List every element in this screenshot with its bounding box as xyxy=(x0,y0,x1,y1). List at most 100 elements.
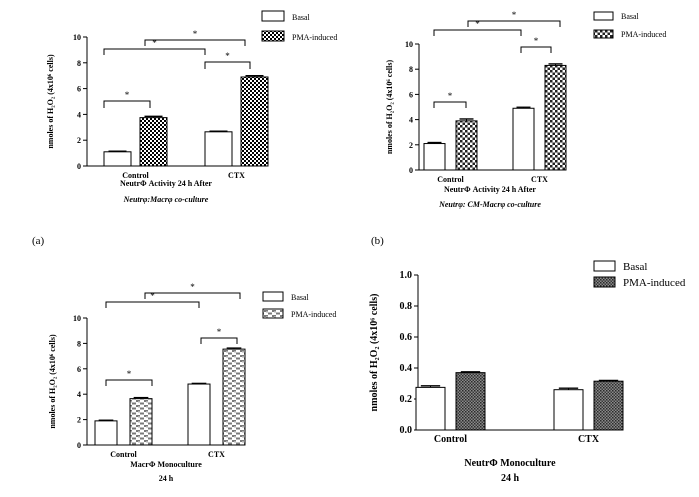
significance-star: * xyxy=(152,38,157,48)
legend-label-pma-induced: PMA-induced xyxy=(292,33,337,42)
bar-basal xyxy=(512,107,535,171)
legend-swatch-basal xyxy=(261,10,285,22)
x-tick-label: Control xyxy=(110,450,137,459)
significance-star: * xyxy=(150,291,155,301)
legend-label-pma-induced: PMA-induced xyxy=(291,310,336,319)
chart-panel-d: 0.0 0.2 0.4 0.6 0.8 1.0 nmoles of H₂O₂ (4x10⁶ … xyxy=(369,260,686,484)
chart-panel-a: 0 2 4 6 8 10 nmoles of H₂O₂ (4x10⁶ cells) Contr… xyxy=(46,10,337,204)
y-tick-label: 8 xyxy=(77,59,81,68)
bar-basal xyxy=(204,131,233,167)
y-tick-label: 6 xyxy=(77,365,81,374)
significance-bracket xyxy=(105,301,200,308)
significance-star: * xyxy=(512,10,517,20)
chart-caption: NeutrΦ Activity 24 h After xyxy=(120,179,212,188)
bar-pma-induced xyxy=(455,372,486,431)
chart-caption: 24 h xyxy=(501,473,520,484)
y-tick-label: 2 xyxy=(77,416,81,425)
y-tick-label: 4 xyxy=(409,116,413,125)
bar-basal xyxy=(415,386,446,431)
significance-bracket xyxy=(204,61,251,69)
bar-basal xyxy=(187,383,211,446)
significance-bracket xyxy=(105,379,153,386)
bar-pma-induced xyxy=(129,398,153,446)
legend-swatch-pma-induced xyxy=(261,30,285,42)
y-axis-label: nmoles of H₂O₂ (4x10⁶ cells) xyxy=(385,60,394,155)
y-tick-label: 8 xyxy=(77,339,81,348)
legend-label-pma-induced: PMA-induced xyxy=(621,30,666,39)
significance-star: * xyxy=(217,327,222,337)
significance-star: * xyxy=(448,91,453,101)
significance-bracket xyxy=(200,337,238,344)
significance-star: * xyxy=(534,36,539,46)
legend-label-basal: Basal xyxy=(621,12,640,21)
x-tick-label: CTX xyxy=(208,450,225,459)
x-tick-label: CTX xyxy=(531,175,548,184)
bar-pma-induced xyxy=(455,120,478,171)
chart-caption: NeutrΦ Activity 24 h After xyxy=(444,185,536,194)
legend-swatch-basal xyxy=(593,260,616,272)
chart-panel-b: 0 2 4 6 8 10 nmoles of H₂O₂ (4x10⁶ cells) Contr… xyxy=(385,10,666,209)
y-tick-label: 4 xyxy=(77,110,81,119)
significance-bracket xyxy=(103,100,151,108)
panel-label-a: (a) xyxy=(32,235,45,247)
chart-caption: NeutrΦ Monoculture xyxy=(464,458,556,469)
y-tick-label: 8 xyxy=(409,65,413,74)
y-tick-label: 6 xyxy=(77,85,81,94)
bar-pma-induced xyxy=(139,117,168,167)
y-tick-label: 10 xyxy=(73,33,81,42)
significance-bracket xyxy=(467,20,561,27)
significance-bracket xyxy=(103,48,206,55)
chart-caption: Neutrφ: CM-Macrφ co-culture xyxy=(438,200,541,209)
bar-basal xyxy=(103,151,132,167)
panel-label-b: (b) xyxy=(371,235,384,247)
significance-star: * xyxy=(125,90,130,100)
legend-swatch-pma-induced xyxy=(593,276,616,288)
bar-basal xyxy=(553,389,584,431)
y-tick-label: 0 xyxy=(77,162,81,171)
significance-bracket xyxy=(144,39,246,46)
y-tick-label: 2 xyxy=(77,136,81,145)
significance-star: * xyxy=(127,369,132,379)
y-axis-label: nmoles of H₂O₂ (4x10⁶ cells) xyxy=(369,294,380,412)
chart-caption: 24 h xyxy=(159,474,174,483)
y-tick-label: 0 xyxy=(409,166,413,175)
bar-pma-induced xyxy=(593,380,624,431)
y-tick-label: 10 xyxy=(405,40,413,49)
significance-bracket xyxy=(433,101,467,108)
y-tick-label: 0.6 xyxy=(400,332,413,343)
bar-pma-induced xyxy=(222,348,246,446)
significance-bracket xyxy=(433,29,522,36)
chart-caption: MacrΦ Monoculture xyxy=(130,460,202,469)
y-tick-label: 0.4 xyxy=(400,363,413,374)
legend-swatch-basal xyxy=(262,291,284,302)
y-tick-label: 6 xyxy=(409,90,413,99)
legend-swatch-pma-induced xyxy=(593,29,614,39)
significance-star: * xyxy=(190,282,195,292)
chart-panel-c: 0 2 4 6 8 10 nmoles of H₂O₂ (4x10⁶ cells) Contr… xyxy=(48,282,336,483)
bar-pma-induced xyxy=(240,76,269,167)
legend-label-basal: Basal xyxy=(623,261,647,273)
bar-basal xyxy=(423,143,446,171)
legend-label-pma-induced: PMA-induced xyxy=(623,277,686,289)
legend-label-basal: Basal xyxy=(291,293,310,302)
legend-swatch-pma-induced xyxy=(262,308,284,319)
significance-star: * xyxy=(193,29,198,39)
y-tick-label: 10 xyxy=(73,314,81,323)
y-tick-label: 2 xyxy=(409,141,413,150)
y-axis-label: nmoles of H₂O₂ (4x10⁶ cells) xyxy=(48,334,57,429)
x-tick-label: CTX xyxy=(228,171,245,180)
y-tick-label: 0.2 xyxy=(400,394,413,405)
significance-bracket xyxy=(520,46,552,53)
x-tick-label: Control xyxy=(437,175,464,184)
significance-bracket xyxy=(144,292,241,299)
significance-star: * xyxy=(225,51,230,61)
x-tick-label: Control xyxy=(434,434,467,445)
x-tick-label: CTX xyxy=(578,434,600,445)
y-tick-label: 0.0 xyxy=(400,425,413,436)
legend-label-basal: Basal xyxy=(292,13,311,22)
bar-basal xyxy=(94,420,118,446)
y-tick-label: 1.0 xyxy=(400,270,413,281)
y-tick-label: 0 xyxy=(77,441,81,450)
significance-star: * xyxy=(475,19,480,29)
